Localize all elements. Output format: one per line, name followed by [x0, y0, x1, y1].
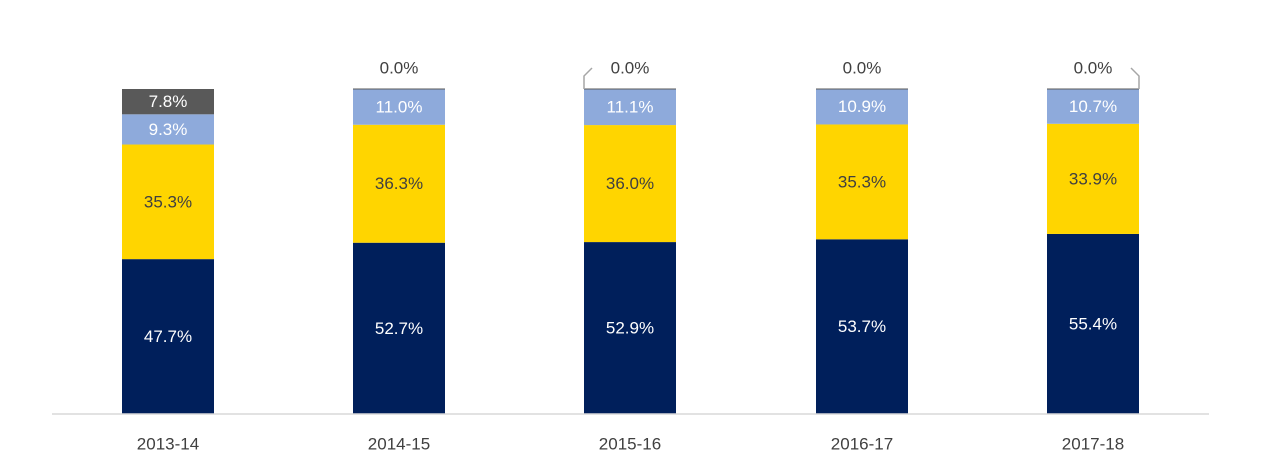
labels-layer: 47.7% 35.3% 9.3% 7.8% 52.7% 36.3% 11.0% 0.0% 52.… [144, 59, 1140, 346]
bar-segment-2016-17-s3 [816, 89, 908, 125]
data-label-2015-16-s2: 36.0% [606, 174, 654, 193]
bar-segment-2016-17-s1 [816, 239, 908, 414]
data-label-2015-16-s1: 52.9% [606, 319, 654, 338]
data-label-2016-17-s3: 10.9% [838, 97, 886, 116]
x-tick-label-2017-18: 2017-18 [1062, 435, 1124, 454]
bar-segment-2013-14-s2 [122, 144, 214, 260]
data-label-2016-17-s1: 53.7% [838, 317, 886, 336]
data-label-2015-16-s3: 11.1% [607, 98, 654, 117]
data-label-2014-15-s4: 0.0% [380, 59, 419, 78]
data-label-2017-18-s1: 55.4% [1069, 314, 1117, 333]
data-label-2017-18-s3: 10.7% [1069, 97, 1117, 116]
bar-segment-2013-14-s3 [122, 114, 214, 145]
x-tick-label-2016-17: 2016-17 [831, 435, 893, 454]
bar-segment-2016-17-s2 [816, 124, 908, 240]
bar-segment-2014-15-s1 [353, 242, 445, 414]
bar-segment-2017-18-s1 [1047, 233, 1139, 414]
bar-segment-2014-15-s2 [353, 124, 445, 243]
x-tick-labels: 2013-14 2014-15 2015-16 2016-17 2017-18 [137, 435, 1124, 454]
data-label-2017-18-s2: 33.9% [1069, 169, 1117, 188]
data-label-2014-15-s2: 36.3% [375, 174, 423, 193]
bar-segment-2017-18-s2 [1047, 123, 1139, 234]
data-label-2016-17-s2: 35.3% [838, 172, 886, 191]
bar-segment-2013-14-s4 [122, 89, 214, 115]
data-label-2016-17-s4: 0.0% [843, 59, 882, 78]
data-label-2014-15-s3: 11.0% [376, 97, 423, 116]
x-tick-label-2014-15: 2014-15 [368, 435, 430, 454]
bar-segment-2014-15-s3 [353, 89, 445, 125]
bar-segment-2015-16-s3 [584, 89, 676, 126]
data-label-2015-16-s4: 0.0% [611, 59, 650, 78]
leader-line-2017-18 [1130, 67, 1140, 89]
data-label-2013-14-s2: 35.3% [144, 192, 192, 211]
x-tick-label-2015-16: 2015-16 [599, 435, 661, 454]
leader-line-2015-16 [583, 67, 593, 89]
data-label-2013-14-s4: 7.8% [149, 92, 188, 111]
data-label-2014-15-s1: 52.7% [375, 319, 423, 338]
data-label-2013-14-s3: 9.3% [149, 120, 188, 139]
x-tick-label-2013-14: 2013-14 [137, 435, 199, 454]
data-label-2017-18-s4: 0.0% [1074, 59, 1113, 78]
bars-layer [122, 88, 1139, 414]
bar-segment-2013-14-s1 [122, 259, 214, 414]
bar-segment-2015-16-s1 [584, 242, 676, 414]
bar-segment-2015-16-s2 [584, 125, 676, 243]
data-label-2013-14-s1: 47.7% [144, 327, 192, 346]
bar-segment-2017-18-s3 [1047, 89, 1139, 124]
